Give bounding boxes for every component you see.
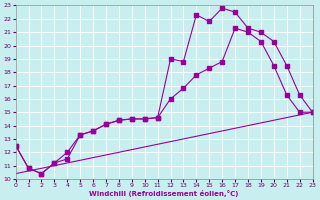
X-axis label: Windchill (Refroidissement éolien,°C): Windchill (Refroidissement éolien,°C) <box>89 190 239 197</box>
